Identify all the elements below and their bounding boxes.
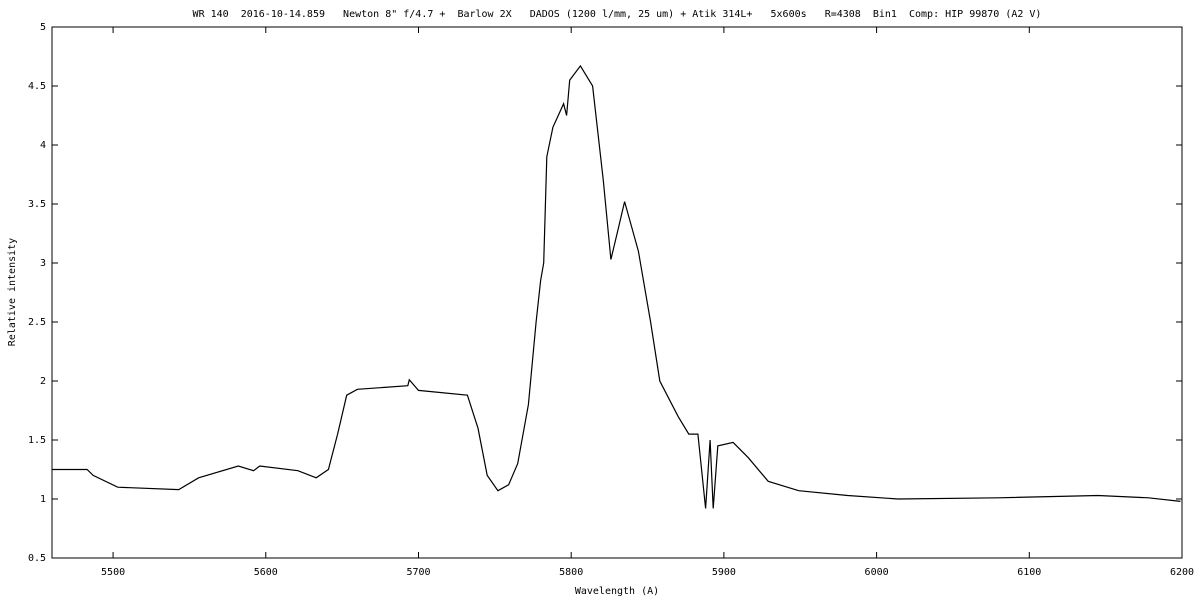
y-tick-label: 4	[40, 140, 46, 151]
x-tick-label: 6000	[865, 567, 889, 578]
y-tick-label: 1	[40, 494, 46, 505]
x-tick-label: 5600	[254, 567, 278, 578]
x-tick-label: 5800	[559, 567, 583, 578]
y-axis-label: Relative intensity	[7, 238, 18, 346]
y-tick-label: 4.5	[28, 81, 46, 92]
x-tick-label: 5900	[712, 567, 736, 578]
y-tick-label: 3	[40, 258, 46, 269]
y-tick-label: 1.5	[28, 435, 46, 446]
x-tick-label: 6200	[1170, 567, 1194, 578]
y-tick-label: 0.5	[28, 553, 46, 564]
spectrum-line	[52, 64, 1181, 509]
x-tick-label: 5500	[101, 567, 125, 578]
x-tick-label: 6100	[1017, 567, 1041, 578]
chart-title: WR 140 2016-10-14.859 Newton 8" f/4.7 + …	[193, 9, 1042, 20]
plot-frame	[51, 26, 1183, 559]
x-tick-label: 5700	[406, 567, 430, 578]
y-tick-label: 2.5	[28, 317, 46, 328]
y-tick-label: 2	[40, 376, 46, 387]
x-axis-label: Wavelength (A)	[575, 586, 659, 597]
y-tick-label: 3.5	[28, 199, 46, 210]
y-tick-label: 5	[40, 22, 46, 33]
